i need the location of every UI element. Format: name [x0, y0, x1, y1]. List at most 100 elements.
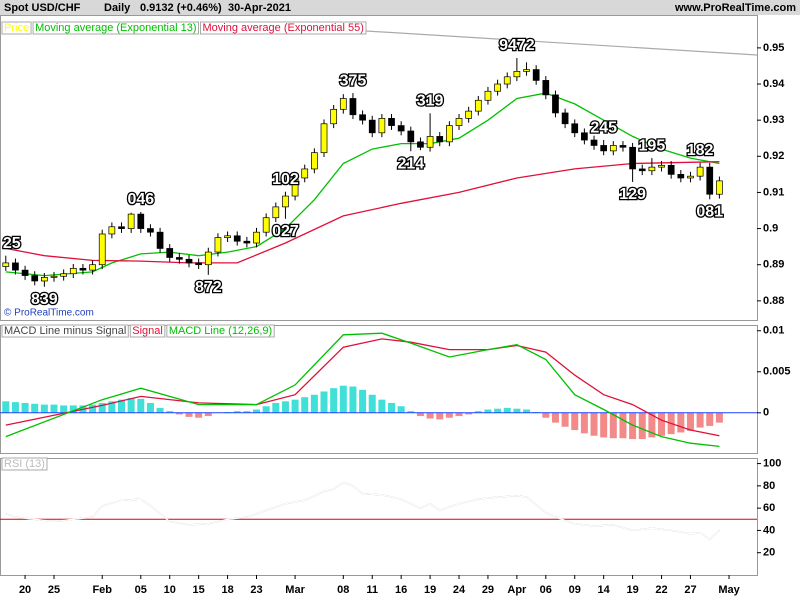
- candle-body: [407, 130, 415, 143]
- histogram-bar: [118, 399, 126, 413]
- candle-body: [214, 237, 222, 253]
- histogram-bar: [281, 401, 289, 413]
- histogram-bar: [416, 412, 424, 417]
- histogram-bar: [658, 412, 666, 436]
- candle-body: [494, 83, 501, 92]
- histogram-bar: [378, 399, 386, 413]
- histogram-bar: [195, 412, 203, 418]
- annotation: 319: [417, 93, 444, 110]
- candle-body: [98, 233, 106, 266]
- candle-body: [301, 168, 309, 179]
- candle-body: [677, 174, 685, 179]
- histogram-bar: [69, 405, 77, 413]
- y-tick-label: 0.01: [763, 325, 784, 337]
- candle-body: [359, 114, 366, 121]
- candle-body: [436, 136, 444, 143]
- y-tick-label: 0.89: [763, 259, 784, 271]
- y-tick-label: 80: [763, 480, 775, 492]
- histogram-bar: [330, 388, 338, 413]
- annotation: 046: [127, 191, 154, 208]
- histogram-bar: [156, 407, 164, 413]
- x-tick-label: 08: [337, 584, 349, 596]
- histogram-bar: [233, 411, 241, 413]
- candle-body: [118, 226, 125, 229]
- candle-body: [262, 217, 270, 233]
- x-tick-label: Apr: [507, 584, 527, 596]
- histogram-bar: [445, 412, 453, 418]
- candle-body: [658, 164, 665, 168]
- histogram-bar: [677, 412, 685, 433]
- candle-body: [638, 168, 646, 172]
- candle-body: [60, 273, 67, 277]
- indicator-line: [5, 332, 720, 448]
- candle-body: [455, 118, 463, 126]
- histogram-bar: [60, 405, 68, 413]
- legend-label: Moving average (Exponential 13): [35, 22, 196, 34]
- candle-body: [253, 231, 260, 244]
- histogram-bar: [359, 389, 367, 413]
- y-tick-label: 0.94: [763, 78, 785, 90]
- legend-box: [166, 324, 275, 338]
- histogram-bar: [175, 412, 183, 415]
- candle-body: [619, 145, 627, 148]
- candle-body: [561, 112, 569, 125]
- y-tick-label: 0.91: [763, 186, 784, 198]
- y-tick-label: 0.95: [763, 42, 784, 54]
- candle-body: [716, 180, 723, 195]
- candle-body: [426, 136, 434, 148]
- x-tick-label: 25: [48, 584, 60, 596]
- y-tick-label: 0.9: [763, 222, 778, 234]
- candle-body: [320, 123, 328, 154]
- y-tick-label: 0.88: [763, 295, 784, 307]
- histogram-bar: [648, 412, 656, 438]
- legend-label: RSI (13): [4, 458, 45, 470]
- y-tick-label: 60: [763, 502, 775, 514]
- trend-line: [349, 29, 758, 56]
- candle-body: [474, 99, 482, 112]
- candle-body: [629, 146, 636, 170]
- candle-body: [185, 258, 193, 264]
- x-tick-label: 22: [655, 584, 667, 596]
- histogram-bar: [368, 394, 376, 413]
- x-tick-label: 19: [626, 584, 638, 596]
- candle-body: [166, 248, 174, 258]
- histogram-bar: [629, 412, 637, 440]
- x-tick-label: 20: [19, 584, 31, 596]
- legend-box: [129, 324, 166, 338]
- x-tick-label: 16: [395, 584, 407, 596]
- histogram-bar: [686, 412, 694, 431]
- x-tick-label: Mar: [285, 584, 305, 596]
- candle-body: [195, 262, 203, 266]
- candle-body: [89, 264, 96, 271]
- site: www.ProRealTime.com: [674, 2, 796, 14]
- rsi-panel: [0, 458, 758, 576]
- x-tick-label: 29: [482, 584, 494, 596]
- y-tick-label: 20: [763, 547, 775, 559]
- x-tick-label: 23: [250, 584, 262, 596]
- histogram-bar: [166, 411, 174, 413]
- histogram-bar: [108, 401, 116, 413]
- histogram-bar: [349, 386, 357, 413]
- candle-body: [330, 108, 338, 125]
- y-tick-label: 0.92: [763, 150, 784, 162]
- x-tick-label: 15: [193, 584, 205, 596]
- x-tick-label: 11: [366, 584, 378, 596]
- histogram-bar: [11, 402, 19, 413]
- candle-body: [648, 166, 656, 172]
- candle-body: [50, 275, 58, 278]
- candle-body: [204, 251, 212, 266]
- histogram-bar: [513, 408, 521, 413]
- histogram-bar: [310, 394, 318, 413]
- x-tick-label: 27: [684, 584, 696, 596]
- histogram-bar: [98, 402, 106, 413]
- quote: 0.9132 (+0.46%): [140, 2, 222, 14]
- histogram-bar: [320, 391, 328, 413]
- histogram-bar: [426, 412, 434, 419]
- candle-body: [339, 98, 347, 110]
- candle-body: [513, 71, 521, 78]
- histogram-bar: [619, 412, 627, 439]
- legend-box: [1, 21, 32, 35]
- candle-body: [108, 226, 116, 235]
- legend-label: MACD Line minus Signal: [4, 325, 126, 337]
- candle-body: [156, 231, 164, 249]
